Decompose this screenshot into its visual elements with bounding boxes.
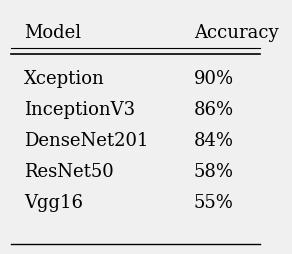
- Text: 55%: 55%: [194, 194, 234, 212]
- Text: DenseNet201: DenseNet201: [24, 132, 149, 150]
- Text: InceptionV3: InceptionV3: [24, 101, 135, 119]
- Text: Model: Model: [24, 24, 81, 42]
- Text: Accuracy: Accuracy: [194, 24, 278, 42]
- Text: Xception: Xception: [24, 70, 105, 88]
- Text: 90%: 90%: [194, 70, 234, 88]
- Text: 86%: 86%: [194, 101, 234, 119]
- Text: 84%: 84%: [194, 132, 234, 150]
- Text: Vgg16: Vgg16: [24, 194, 83, 212]
- Text: 58%: 58%: [194, 163, 234, 181]
- Text: ResNet50: ResNet50: [24, 163, 114, 181]
